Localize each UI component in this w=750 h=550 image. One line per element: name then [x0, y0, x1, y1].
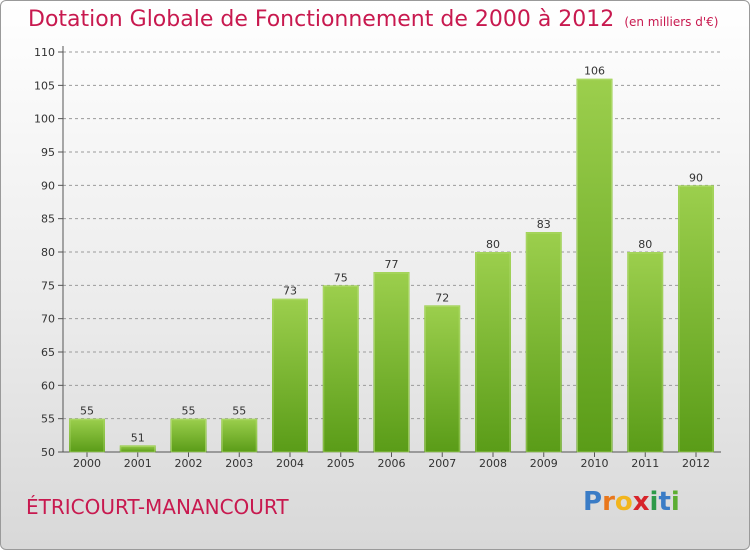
bar-highlight [627, 252, 663, 453]
bar-highlight [120, 445, 156, 453]
proxiti-logo: Proxiti [583, 487, 680, 517]
data-label: 55 [232, 405, 246, 418]
logo-letter: i [670, 487, 680, 517]
bar-highlight [374, 272, 409, 453]
label-layer: 55 2000 51 2001 55 2002 55 2003 73 2004 75 2005 77 20… [73, 65, 710, 470]
data-label: 75 [334, 271, 348, 284]
logo-letter: o [614, 487, 633, 517]
x-tick-label: 2003 [225, 457, 253, 470]
x-tick-label: 2008 [479, 457, 507, 470]
bar [678, 185, 714, 453]
data-label: 83 [537, 218, 551, 231]
commune-name: ÉTRICOURT-MANANCOURT [26, 495, 289, 519]
x-tick-label: 2001 [124, 457, 152, 470]
chart-title: Dotation Globale de Fonctionnement de 20… [28, 7, 718, 32]
bar-highlight [678, 185, 714, 453]
x-tick-label: 2010 [581, 457, 609, 470]
y-tick-label: 90 [41, 179, 55, 192]
bar-highlight [526, 232, 562, 453]
bar [221, 418, 258, 452]
logo-letter: i [649, 487, 659, 517]
y-tick-label: 95 [41, 146, 55, 159]
bar-highlight [221, 419, 257, 453]
y-tick-label: 65 [41, 346, 55, 359]
x-tick-label: 2009 [530, 457, 558, 470]
bar-layer [69, 78, 714, 453]
bar [627, 252, 664, 452]
x-tick-label: 2006 [378, 457, 406, 470]
y-tick-label: 55 [41, 413, 55, 426]
bar-highlight [171, 419, 206, 453]
bar [525, 232, 562, 452]
data-label: 73 [283, 285, 297, 298]
bar [424, 305, 461, 452]
x-tick-label: 2011 [631, 457, 659, 470]
x-tick-label: 2004 [276, 457, 304, 470]
y-tick-label: 100 [34, 113, 55, 126]
bar [322, 285, 359, 452]
x-tick-label: 2012 [682, 457, 710, 470]
bar [373, 272, 410, 452]
logo-letter: t [658, 487, 671, 517]
bar-highlight [69, 419, 105, 453]
bar-highlight [272, 299, 308, 453]
bar [119, 445, 156, 452]
data-label: 106 [584, 65, 605, 78]
unit-text: (en milliers d'€) [624, 15, 719, 29]
data-label: 55 [182, 405, 196, 418]
y-tick-label: 75 [41, 279, 55, 292]
data-label: 90 [689, 171, 703, 184]
data-label: 77 [385, 258, 399, 271]
bar-highlight [424, 305, 460, 453]
bar [475, 252, 511, 452]
data-label: 80 [486, 238, 500, 251]
y-tick-label: 50 [41, 446, 55, 459]
bar [272, 298, 308, 452]
data-label: 51 [131, 431, 145, 444]
x-tick-label: 2002 [175, 457, 203, 470]
data-label: 80 [638, 238, 652, 251]
x-tick-label: 2007 [428, 457, 456, 470]
bar-highlight [323, 285, 359, 453]
logo-letter: P [583, 487, 603, 517]
y-tick-label: 60 [41, 379, 55, 392]
y-tick-label: 80 [41, 246, 55, 259]
data-label: 55 [80, 405, 94, 418]
bar [170, 418, 207, 452]
y-tick-label: 70 [41, 313, 55, 326]
bar-highlight [577, 79, 612, 453]
x-tick-label: 2000 [73, 457, 101, 470]
logo-letter: r [602, 487, 615, 517]
bar [69, 418, 105, 452]
bar-highlight [475, 252, 511, 453]
bar [576, 78, 613, 453]
data-label: 72 [435, 291, 449, 304]
y-tick-label: 105 [34, 79, 55, 92]
y-tick-label: 110 [34, 46, 55, 59]
x-tick-label: 2005 [327, 457, 355, 470]
title-text: Dotation Globale de Fonctionnement de 20… [28, 7, 615, 32]
y-tick-label: 85 [41, 213, 55, 226]
logo-letter: x [632, 487, 650, 517]
